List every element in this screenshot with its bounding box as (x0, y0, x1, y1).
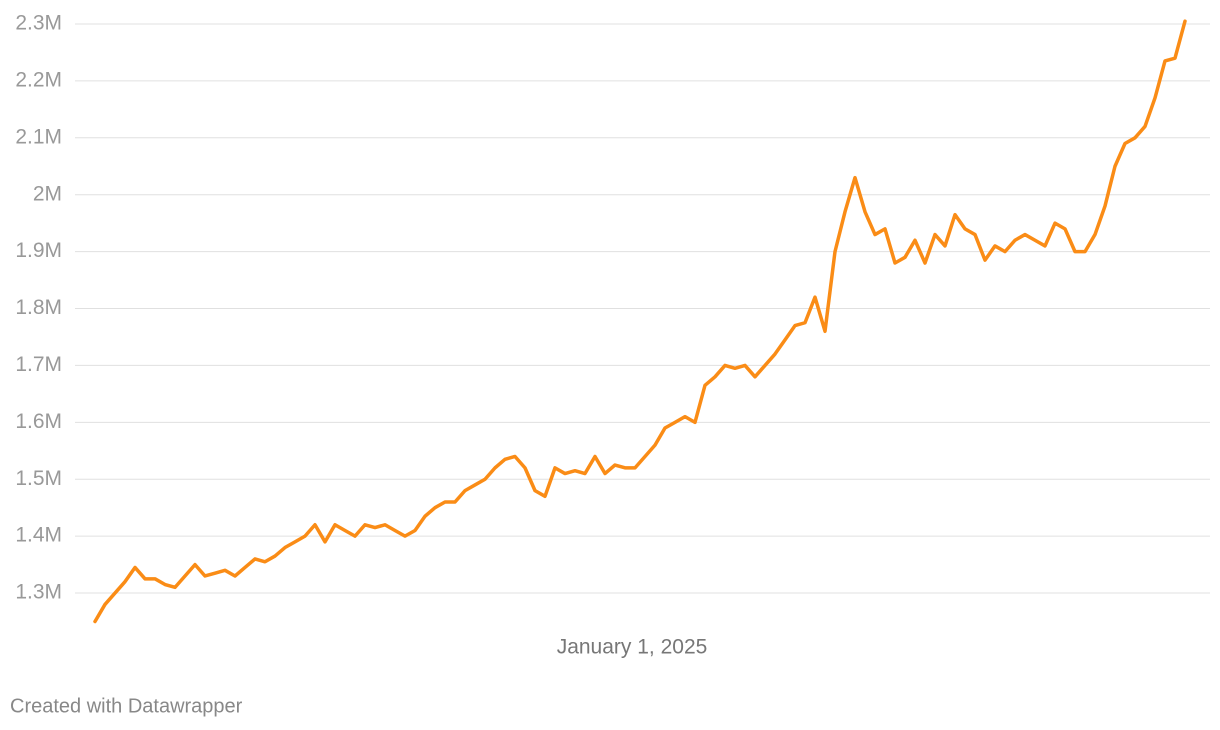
y-tick-label: 1.6M (15, 410, 62, 433)
y-tick-label: 1.4M (15, 524, 62, 547)
footer: Created with Datawrapper (10, 695, 243, 717)
y-tick-label: 1.3M (15, 581, 62, 604)
y-tick-label: 2.1M (15, 125, 62, 148)
y-tick-label: 1.8M (15, 296, 62, 319)
line (93, 19, 1187, 624)
y-tick-label: 1.9M (15, 239, 62, 262)
y-tick-label: 1.5M (15, 467, 62, 490)
x-tick-label: January 1, 2025 (557, 636, 708, 659)
y-tick-label: 1.7M (15, 353, 62, 376)
y-tick-label: 2.2M (15, 68, 62, 91)
y-tick-label: 2.3M (15, 12, 62, 35)
y-tick-label: 2M (33, 182, 62, 205)
